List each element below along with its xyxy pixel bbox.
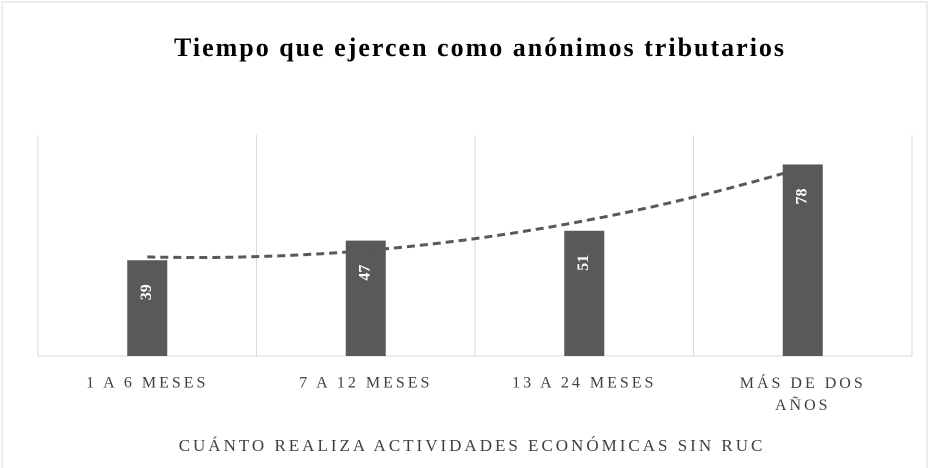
data-label: 47	[356, 265, 373, 281]
chart-title: Tiempo que ejercen como anónimos tributa…	[174, 33, 786, 62]
x-axis-title: CUÁNTO REALIZA ACTIVIDADES ECONÓMICAS SI…	[179, 436, 766, 455]
bar	[127, 260, 168, 356]
data-label: 51	[575, 255, 592, 271]
trendline	[147, 166, 804, 259]
bar	[564, 230, 605, 356]
x-tick-label: MÁS DE DOS AÑOS	[740, 373, 866, 414]
x-tick-label: 7 A 12 MESES	[299, 375, 432, 392]
bar	[345, 240, 386, 356]
data-label: 39	[138, 284, 155, 300]
x-tick-label: 1 A 6 MESES	[86, 375, 208, 392]
bar	[782, 164, 823, 356]
x-tick-label: 13 A 24 MESES	[512, 375, 656, 392]
data-label: 78	[793, 188, 810, 204]
